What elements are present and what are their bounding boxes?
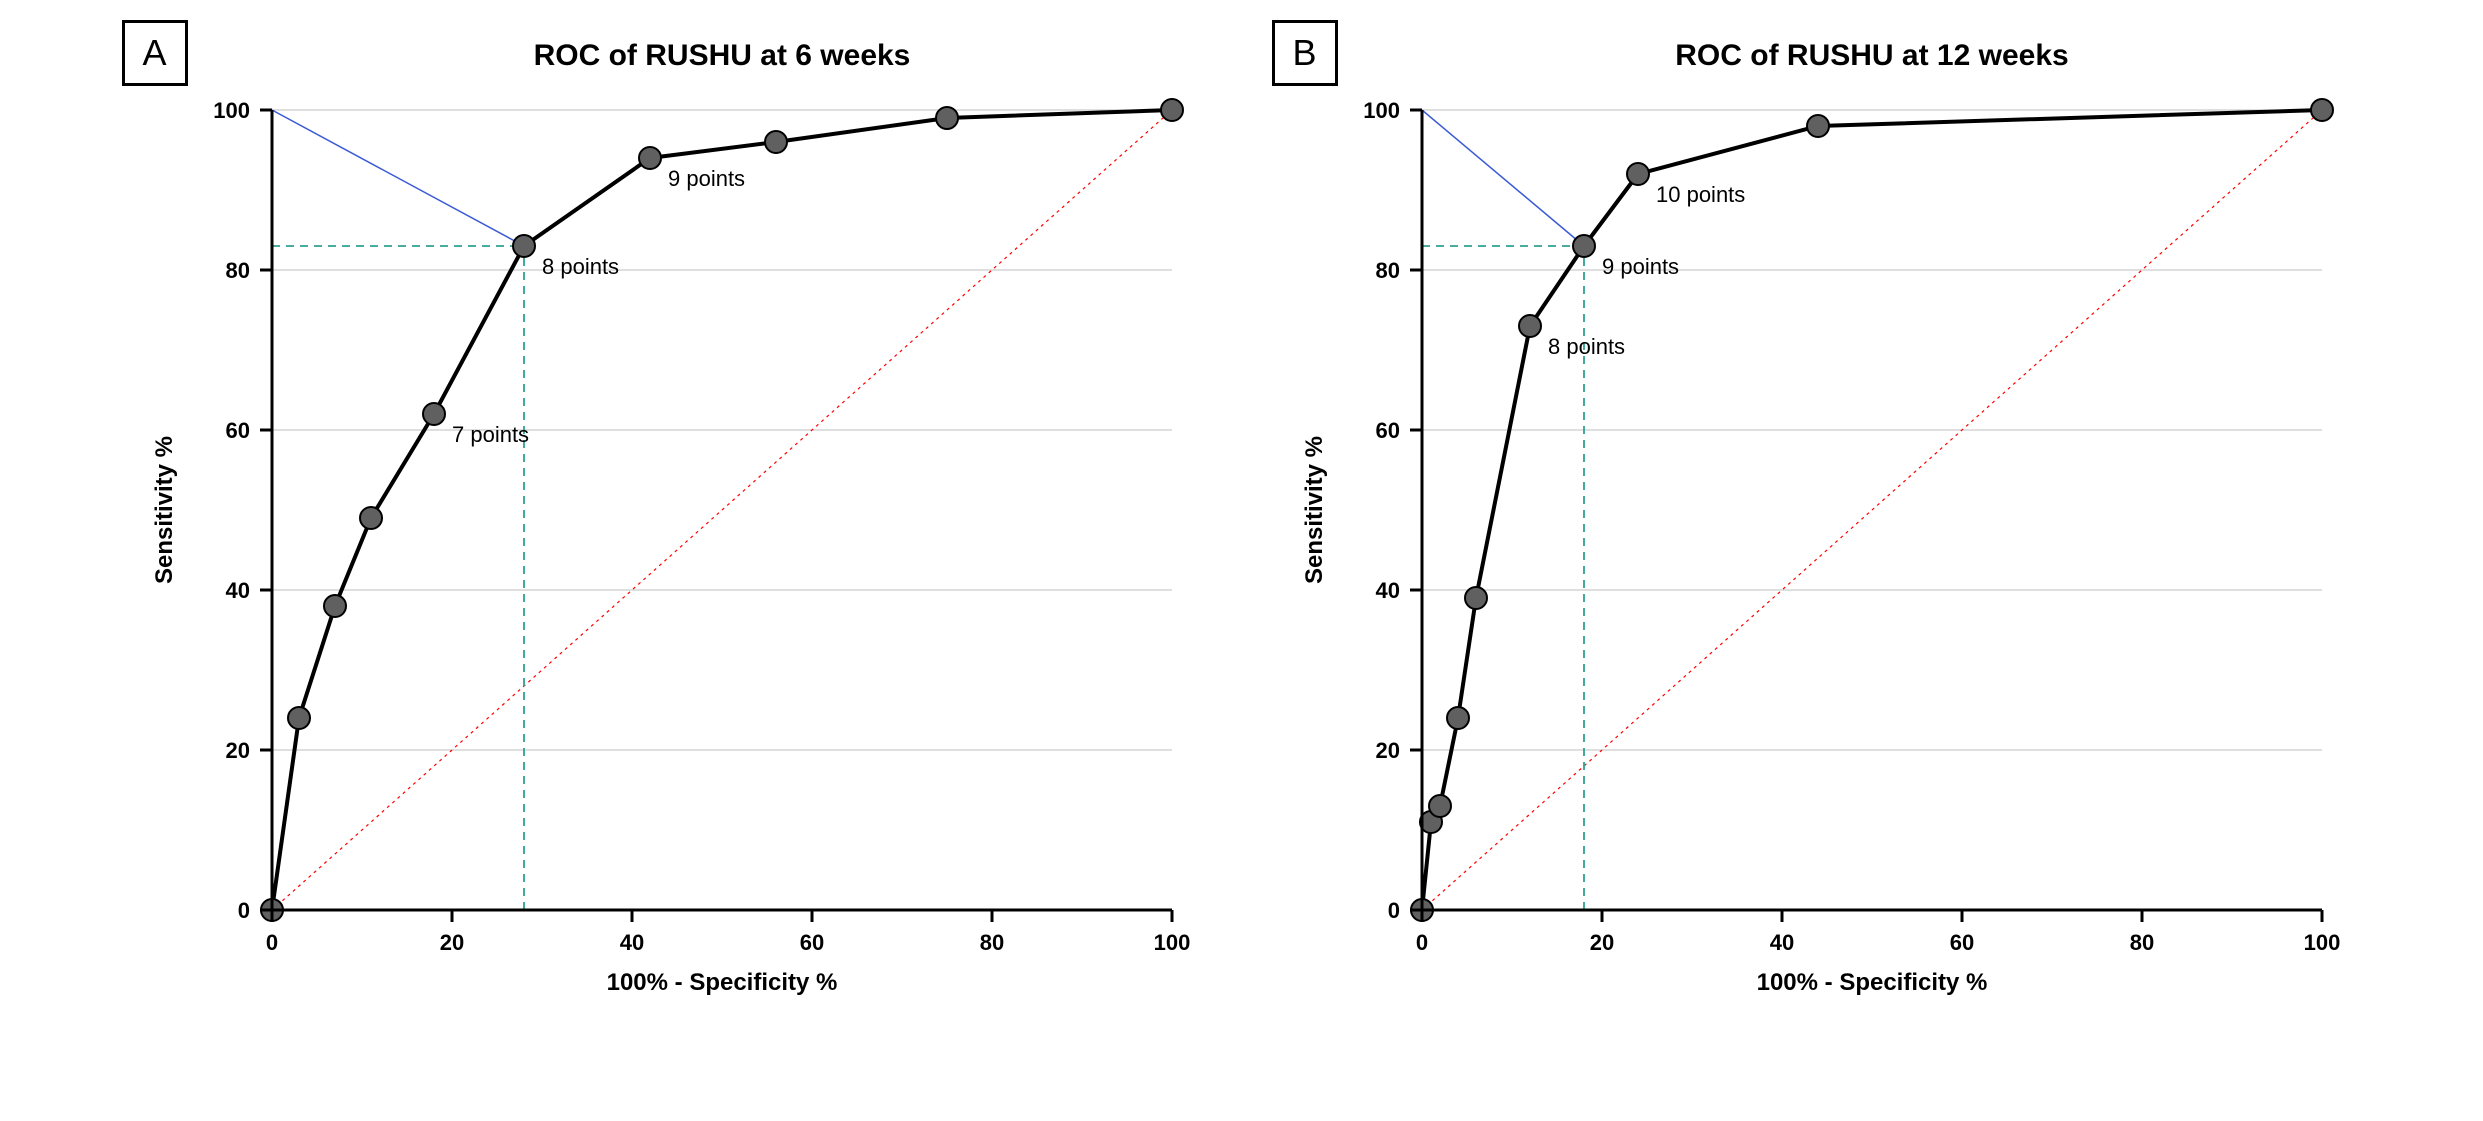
panel-label-a: A [122,20,188,86]
svg-text:40: 40 [225,578,249,603]
svg-text:80: 80 [979,930,1003,955]
svg-text:8 points: 8 points [1548,334,1625,359]
svg-text:60: 60 [799,930,823,955]
chart-b-svg: 8 points 9 points 10 points 0 20 40 60 80 100 0 20… [1272,20,2362,1020]
panel-a: A 7 points 8 points 9 points 0 20 40 60 80 100 0 2… [122,20,1212,1025]
svg-text:60: 60 [225,418,249,443]
svg-text:10 points: 10 points [1656,182,1745,207]
svg-text:80: 80 [225,258,249,283]
svg-text:60: 60 [1375,418,1399,443]
svg-text:100: 100 [213,98,250,123]
svg-text:ROC of RUSHU at 6 weeks: ROC of RUSHU at 6 weeks [533,39,910,72]
svg-text:40: 40 [619,930,643,955]
svg-text:20: 20 [1589,930,1613,955]
figure-container: A 7 points 8 points 9 points 0 20 40 60 80 100 0 2… [0,0,2483,1065]
svg-text:80: 80 [2129,930,2153,955]
svg-text:9 points: 9 points [1602,254,1679,279]
svg-text:ROC of RUSHU at 12 weeks: ROC of RUSHU at 12 weeks [1675,39,2068,72]
svg-text:100% - Specificity %: 100% - Specificity % [1756,969,1987,996]
svg-text:20: 20 [225,738,249,763]
svg-text:Sensitivity %: Sensitivity % [1301,436,1328,584]
panel-label-b-text: B [1292,32,1316,74]
svg-text:9 points: 9 points [668,166,745,191]
svg-text:80: 80 [1375,258,1399,283]
svg-text:40: 40 [1769,930,1793,955]
svg-text:0: 0 [1387,898,1399,923]
svg-text:100: 100 [1153,930,1190,955]
svg-text:0: 0 [1415,930,1427,955]
svg-text:8 points: 8 points [542,254,619,279]
svg-text:20: 20 [1375,738,1399,763]
panel-label-b: B [1272,20,1338,86]
chart-a-svg: 7 points 8 points 9 points 0 20 40 60 80 100 0 20 4… [122,20,1212,1020]
svg-text:100: 100 [1363,98,1400,123]
svg-text:0: 0 [237,898,249,923]
svg-text:7 points: 7 points [452,422,529,447]
svg-text:0: 0 [265,930,277,955]
svg-text:40: 40 [1375,578,1399,603]
svg-text:60: 60 [1949,930,1973,955]
panel-b: B 8 points 9 points 10 points 0 20 40 60 80 100 0… [1272,20,2362,1025]
svg-text:Sensitivity %: Sensitivity % [151,436,178,584]
panel-label-a-text: A [142,32,166,74]
svg-text:100% - Specificity %: 100% - Specificity % [606,969,837,996]
svg-text:100: 100 [2303,930,2340,955]
svg-text:20: 20 [439,930,463,955]
